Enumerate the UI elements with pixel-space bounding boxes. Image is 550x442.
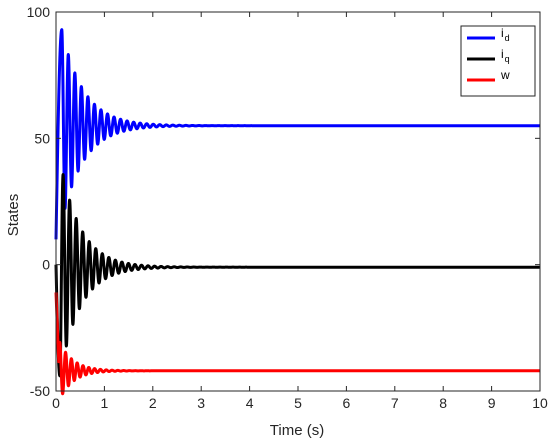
legend-entry: id [501, 26, 510, 43]
x-tick-label: 2 [149, 395, 157, 411]
y-axis-label: States [5, 194, 22, 237]
y-tick-label: 50 [34, 130, 50, 146]
x-tick-label: 1 [101, 395, 109, 411]
y-tick-label: 100 [27, 4, 51, 20]
x-tick-label: 0 [52, 395, 60, 411]
axes [55, 11, 541, 392]
x-tick-label: 3 [197, 395, 205, 411]
legend-entry: w [500, 68, 510, 82]
y-tick-label: -50 [30, 383, 50, 399]
series-line-iq [54, 173, 542, 378]
x-tick-label: 5 [294, 395, 302, 411]
legend: id iq w [460, 25, 536, 97]
x-tick-label: 7 [391, 395, 399, 411]
legend-entry: iq [501, 47, 510, 64]
x-axis-label: Time (s) [270, 422, 324, 439]
plot-area [54, 28, 542, 396]
series-line-w [54, 292, 542, 396]
y-tick-label: 0 [42, 257, 50, 273]
x-tick-label: 9 [488, 395, 496, 411]
x-tick-label: 4 [246, 395, 254, 411]
series-line-id [54, 28, 542, 240]
x-tick-label: 10 [532, 395, 548, 411]
x-tick-label: 6 [343, 395, 351, 411]
x-tick-label: 8 [439, 395, 447, 411]
